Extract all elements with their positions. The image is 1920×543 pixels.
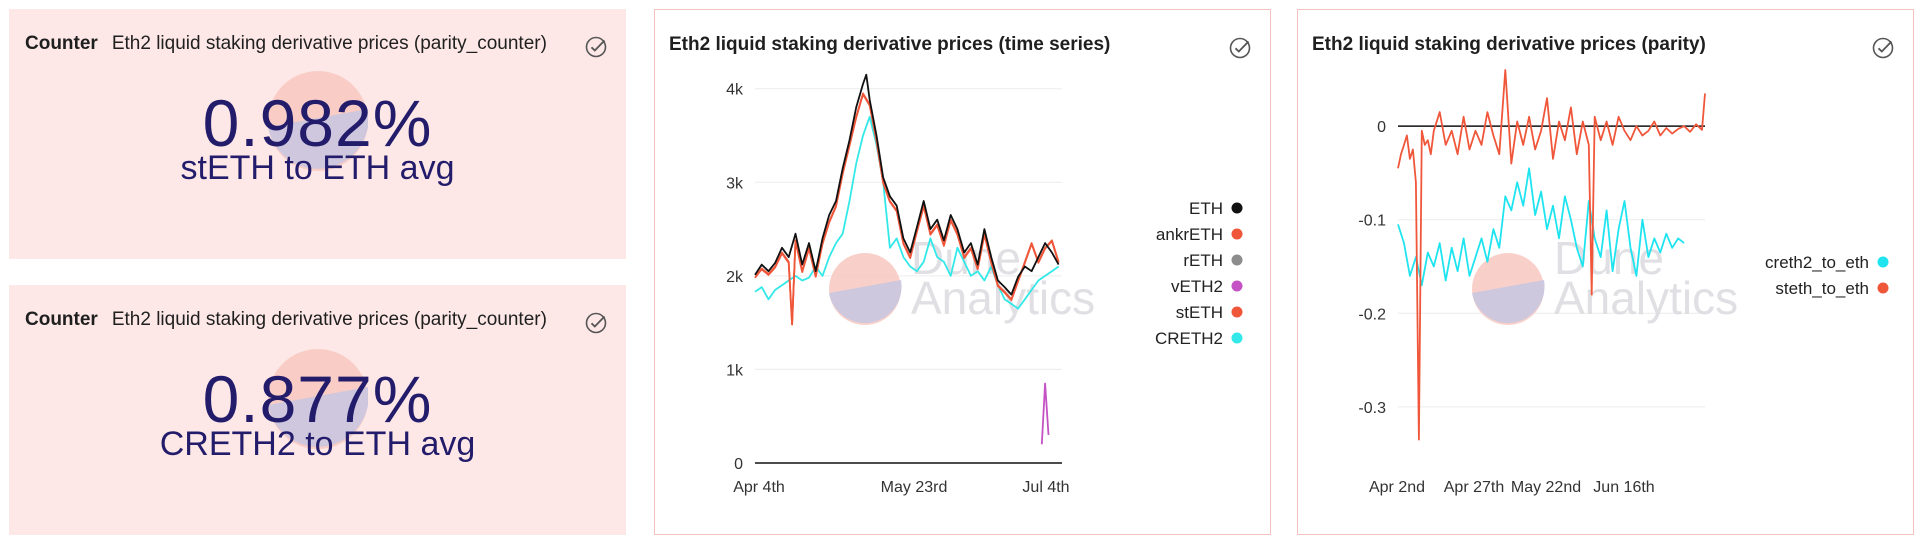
watermark-logo-shade (829, 280, 902, 324)
series-line-creth2 (754, 115, 1060, 310)
y-tick-label: -0.1 (1358, 213, 1386, 230)
legend-dot-creth2-to-eth (1877, 256, 1889, 268)
chart-panel-parity: Eth2 liquid staking derivative prices (p… (1297, 9, 1914, 535)
y-tick-label: -0.3 (1358, 400, 1386, 417)
counter-subtitle: stETH to ETH avg (180, 149, 455, 187)
counter-title: Eth2 liquid staking derivative prices (p… (111, 309, 547, 330)
chart-header: Eth2 liquid staking derivative prices (p… (1312, 34, 1853, 60)
x-tick-label: May 23rd (881, 479, 948, 496)
check-circle-icon[interactable] (584, 311, 608, 335)
legend-dot-reth (1231, 254, 1243, 266)
y-tick-label: -0.2 (1358, 306, 1386, 323)
series-line-eth (754, 73, 1060, 296)
counter-header: Counter Eth2 liquid staking derivative pr… (25, 309, 566, 335)
legend-dot-eth (1231, 202, 1243, 214)
y-tick-label: 2k (726, 269, 744, 286)
legend-dot-ankreth (1231, 228, 1243, 240)
legend-label-veth2: vETH2 (1171, 277, 1223, 296)
check-circle-icon[interactable] (1871, 36, 1895, 60)
x-tick-label: Apr 2nd (1369, 479, 1425, 496)
parity-chart: 0 -0.1 -0.2 -0.3 Apr 2nd Apr 27th May 22nd Jun … (1358, 69, 1889, 496)
chart-title: Eth2 liquid staking derivative prices (p… (1312, 34, 1706, 55)
series-line-veth2 (1040, 382, 1050, 445)
y-tick-label: 4k (726, 82, 744, 99)
counter-value: 0.877% (202, 362, 433, 436)
counter-panel-creth2: Counter Eth2 liquid staking derivative pr… (9, 285, 626, 535)
y-tick-label: 3k (726, 175, 744, 192)
check-circle-icon[interactable] (584, 35, 608, 59)
y-tick-label: 0 (1377, 119, 1386, 136)
x-tick-label: May 22nd (1511, 479, 1581, 496)
legend-dot-veth2 (1231, 280, 1243, 292)
counter-kind-label: Counter (25, 309, 98, 330)
y-tick-label: 0 (734, 456, 743, 473)
counter-value: 0.982% (202, 86, 433, 160)
chart-panel-time-series: Eth2 liquid staking derivative prices (t… (654, 9, 1271, 535)
legend-label-creth2: CRETH2 (1155, 329, 1223, 348)
series-line-ankreth (754, 92, 1060, 326)
legend-dot-steth-to-eth (1877, 282, 1889, 294)
y-tick-label: 1k (726, 362, 744, 379)
watermark-logo-shade (1472, 280, 1545, 324)
legend-dot-steth (1231, 306, 1243, 318)
series-line-steth-to-eth (1397, 69, 1706, 441)
legend-dot-creth2 (1231, 332, 1243, 344)
chart-header: Eth2 liquid staking derivative prices (t… (669, 34, 1210, 60)
legend-label-creth2-to-eth: creth2_to_eth (1765, 253, 1869, 272)
legend-label-steth-to-eth: steth_to_eth (1775, 279, 1869, 298)
x-tick-label: Apr 4th (733, 479, 785, 496)
check-circle-icon[interactable] (1228, 36, 1252, 60)
counter-kind-label: Counter (25, 33, 98, 54)
x-tick-label: Apr 27th (1444, 479, 1504, 496)
counter-panel-steth: Counter Eth2 liquid staking derivative pr… (9, 9, 626, 259)
legend-label-ankreth: ankrETH (1156, 225, 1223, 244)
series-line-creth2-to-eth (1397, 167, 1685, 287)
x-tick-label: Jul 4th (1022, 479, 1069, 496)
watermark-line2: Analytics (1554, 272, 1738, 324)
counter-title: Eth2 liquid staking derivative prices (p… (111, 33, 547, 54)
legend-label-steth: stETH (1176, 303, 1223, 322)
legend-label-reth: rETH (1183, 251, 1223, 270)
legend-label-eth: ETH (1189, 199, 1223, 218)
counter-subtitle: CRETH2 to ETH avg (159, 425, 476, 463)
chart-title: Eth2 liquid staking derivative prices (t… (669, 34, 1111, 55)
counter-header: Counter Eth2 liquid staking derivative pr… (25, 33, 566, 59)
x-tick-label: Jun 16th (1593, 479, 1654, 496)
